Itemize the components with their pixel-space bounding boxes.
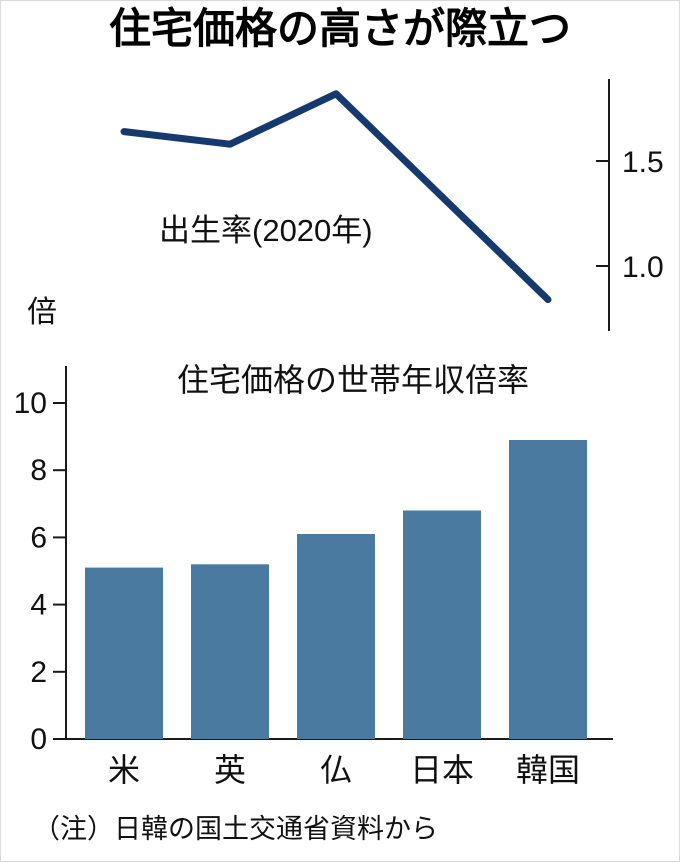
- bar-chart-title: 住宅価格の世帯年収倍率: [177, 362, 529, 398]
- bar-日本: [403, 510, 481, 739]
- y-axis-tick-label: 8: [30, 454, 47, 487]
- y-axis-tick-label: 2: [30, 656, 47, 689]
- right-axis-tick-label: 1.0: [622, 251, 664, 284]
- y-axis-unit-label: 倍: [27, 296, 57, 329]
- category-label: 仏: [320, 752, 352, 788]
- housing-price-bar-chart: 0 2 4 6 8 10 米 英 仏 日本 韓国 住宅価格の世帯年収倍率: [14, 362, 613, 788]
- bar-韓国: [509, 440, 587, 739]
- category-label: 韓国: [516, 752, 580, 788]
- y-axis-tick-label: 6: [30, 521, 47, 554]
- y-axis-tick-label: 0: [30, 723, 47, 756]
- category-label: 英: [214, 752, 246, 788]
- bar-米: [85, 567, 163, 739]
- birth-rate-line-chart: 1.5 1.0 出生率(2020年): [120, 79, 664, 331]
- page-title: 住宅価格の高さが際立つ: [108, 5, 571, 52]
- bar-英: [191, 564, 269, 739]
- y-axis-tick-label: 10: [14, 387, 47, 420]
- y-axis-tick-label: 4: [30, 589, 47, 622]
- category-label: 日本: [410, 752, 474, 788]
- birth-rate-line: [120, 90, 552, 304]
- category-label: 米: [108, 752, 140, 788]
- source-note: （注）日韓の国土交通省資料から: [33, 814, 438, 844]
- line-series-label: 出生率(2020年): [159, 213, 373, 248]
- bar-仏: [297, 534, 375, 739]
- right-axis-tick-label: 1.5: [622, 146, 664, 179]
